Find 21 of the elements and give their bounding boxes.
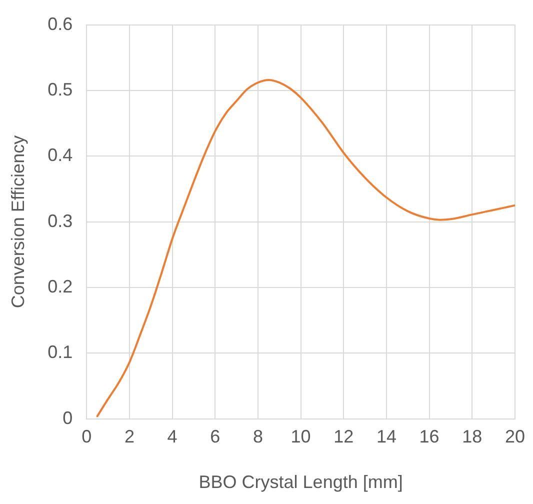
x-tick-label: 18 [462,426,482,447]
y-tick-label: 0 [62,408,73,428]
x-tick-label: 16 [419,426,440,447]
y-axis-title: Conversion Efficiency [8,135,28,308]
y-tick-label: 0.2 [48,276,73,296]
x-tick-label: 14 [376,426,396,447]
x-axis-title: BBO Crystal Length [mm] [198,472,403,492]
y-tick-label: 0.3 [48,210,73,231]
x-tick-label: 20 [504,426,526,447]
y-tick-label: 0.4 [48,145,73,166]
y-tick-label: 0.1 [48,342,73,362]
x-tick-label: 2 [124,426,134,447]
x-tick-label: 0 [82,426,92,447]
x-tick-label: 4 [167,426,178,447]
x-tick-label: 6 [210,426,220,447]
line-series [96,78,515,418]
x-tick-label: 8 [252,426,263,447]
x-tick-label: 10 [290,426,311,447]
y-tick-label: 0.6 [48,14,73,34]
x-tick-label: 12 [334,426,354,447]
y-tick-label: 0.5 [48,79,73,100]
